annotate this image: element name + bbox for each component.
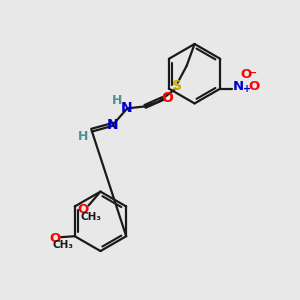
- Text: S: S: [172, 79, 182, 93]
- Text: −: −: [248, 68, 258, 78]
- Text: O: O: [161, 92, 173, 106]
- Text: H: H: [112, 94, 122, 107]
- Text: O: O: [241, 68, 252, 81]
- Text: O: O: [49, 232, 61, 245]
- Text: O: O: [248, 80, 260, 93]
- Text: CH₃: CH₃: [52, 240, 73, 250]
- Text: O: O: [77, 203, 88, 216]
- Text: N: N: [106, 118, 118, 132]
- Text: +: +: [243, 84, 251, 94]
- Text: H: H: [77, 130, 88, 142]
- Text: CH₃: CH₃: [80, 212, 101, 222]
- Text: N: N: [120, 101, 132, 115]
- Text: N: N: [232, 80, 244, 93]
